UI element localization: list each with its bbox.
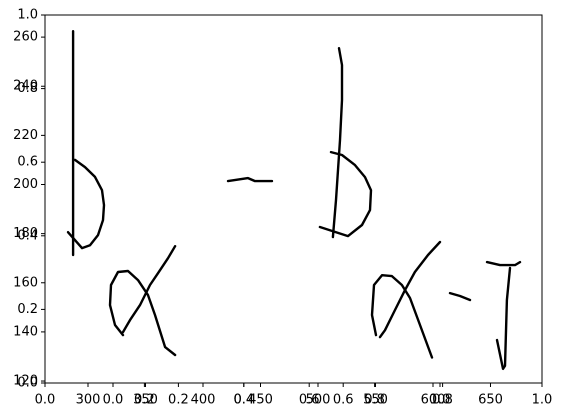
y-tick-label: 0.8	[17, 81, 38, 96]
handwriting-stroke	[448, 291, 472, 302]
y-tick-label: 0.4	[17, 228, 38, 243]
x-tick-label: 300	[76, 393, 101, 408]
y-tick-label: 260	[13, 30, 38, 45]
handwriting-stroke	[226, 176, 274, 183]
y-tick-label: 180	[13, 226, 38, 241]
handwriting-stroke	[331, 47, 344, 239]
x-tick-label: 0.8	[364, 393, 385, 408]
x-tick-label: 0.0	[35, 393, 56, 408]
x-tick-label: 650	[478, 393, 503, 408]
x-tick-label: 0.6	[299, 393, 320, 408]
plot-frame	[44, 14, 543, 384]
y-tick-label: 1.0	[17, 8, 38, 23]
handwriting-stroke	[378, 240, 442, 339]
y-tick-label: 0.6	[17, 155, 38, 170]
y-tick-label: 0.0	[17, 376, 38, 391]
y-tick-label: 200	[13, 177, 38, 192]
x-tick-label: 400	[191, 393, 216, 408]
x-tick-label: 0.4	[233, 393, 254, 408]
handwriting-stroke	[66, 158, 106, 250]
x-tick-label: 350	[133, 393, 158, 408]
handwriting-stroke	[121, 245, 177, 334]
x-tick-label: 450	[248, 393, 273, 408]
x-tick-label: 0.2	[134, 393, 155, 408]
handwriting-stroke	[370, 274, 434, 359]
y-tick-label: 240	[13, 79, 38, 94]
handwriting-stroke	[495, 266, 512, 370]
x-tick-label: 1.0	[532, 393, 553, 408]
x-tick-label: 0.4	[233, 393, 254, 408]
x-tick-label: 1.0	[430, 393, 451, 408]
handwriting-stroke	[485, 260, 522, 267]
x-tick-label: 500	[306, 393, 331, 408]
x-tick-label: 600	[421, 393, 446, 408]
x-tick-label: 0.8	[432, 393, 453, 408]
y-tick-label: 0.2	[17, 302, 38, 317]
y-tick-label: 220	[13, 128, 38, 143]
handwriting-stroke	[108, 269, 177, 357]
x-tick-label: 0.2	[168, 393, 189, 408]
y-tick-label: 140	[13, 324, 38, 339]
x-tick-label: 0.6	[333, 393, 354, 408]
y-tick-label: 160	[13, 275, 38, 290]
x-tick-label: 0.0	[103, 393, 124, 408]
y-tick-label: 120	[13, 374, 38, 389]
x-tick-label: 550	[363, 393, 388, 408]
handwriting-stroke	[318, 150, 373, 238]
